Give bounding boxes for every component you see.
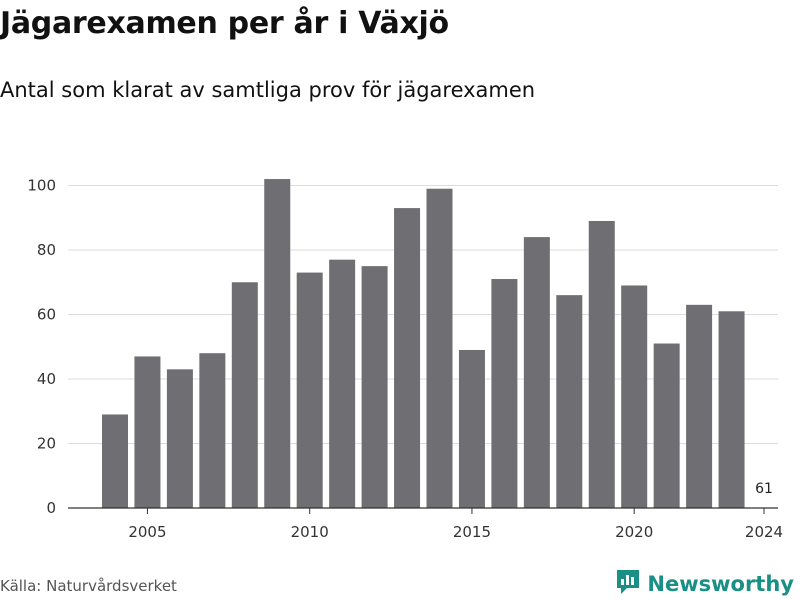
bar xyxy=(134,356,161,508)
y-tick-label: 100 xyxy=(27,177,56,195)
bar-chart-icon xyxy=(615,568,641,600)
chart-title: Jägarexamen per år i Växjö xyxy=(0,6,449,41)
data-label: 61 xyxy=(755,481,773,497)
bar xyxy=(296,272,323,508)
axes xyxy=(68,507,778,514)
x-tick-label: 2005 xyxy=(128,523,166,541)
brand-logo: Newsworthy xyxy=(615,568,794,600)
bar xyxy=(653,343,680,508)
x-tick-label: 2010 xyxy=(291,523,329,541)
bar xyxy=(166,369,193,508)
bars xyxy=(102,179,745,509)
bar xyxy=(686,304,713,508)
x-tick-label: 2015 xyxy=(453,523,491,541)
bar xyxy=(718,311,745,508)
bar xyxy=(199,353,226,508)
labels: 0 20 40 60 80 100 61 2005 2010 2015 2020 2024 xyxy=(27,177,783,542)
bar xyxy=(491,279,518,508)
bar xyxy=(361,266,388,508)
x-tick-label: 2024 xyxy=(745,523,783,541)
bar xyxy=(621,285,648,508)
bar xyxy=(264,179,291,509)
bar xyxy=(231,282,258,508)
y-tick-label: 80 xyxy=(37,241,56,259)
bar xyxy=(588,220,615,508)
bar xyxy=(556,295,583,508)
bar xyxy=(329,259,356,508)
bar xyxy=(394,208,421,508)
y-tick-label: 40 xyxy=(37,370,56,388)
y-tick-label: 0 xyxy=(46,499,56,517)
y-tick-label: 60 xyxy=(37,306,56,324)
brand-name: Newsworthy xyxy=(647,572,794,596)
bar xyxy=(426,188,453,508)
bar xyxy=(102,414,128,508)
bar xyxy=(458,349,485,508)
bar xyxy=(523,237,550,508)
y-tick-label: 20 xyxy=(37,435,56,453)
chart-subtitle: Antal som klarat av samtliga prov för jä… xyxy=(0,78,536,102)
x-tick-label: 2020 xyxy=(615,523,653,541)
source-note: Källa: Naturvårdsverket xyxy=(0,577,177,595)
